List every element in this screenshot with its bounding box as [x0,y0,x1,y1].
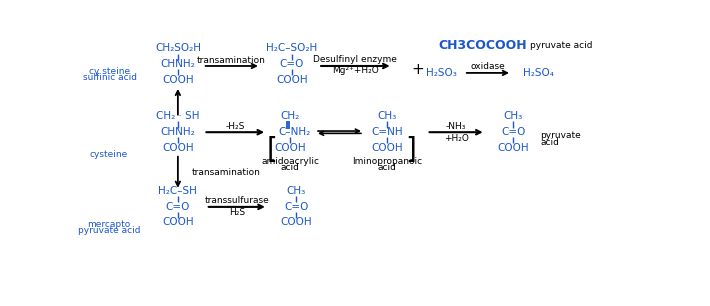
Text: CH3COCOOH: CH3COCOOH [438,39,527,52]
Text: CH₂ · SH: CH₂ · SH [156,111,200,121]
Text: H₂SO₃: H₂SO₃ [426,68,457,78]
Text: acid: acid [540,138,559,147]
Text: Mg²⁺+H₂O: Mg²⁺+H₂O [332,66,378,75]
Text: transamination: transamination [192,168,261,177]
Text: CH₃: CH₃ [504,111,523,121]
Text: COOH: COOH [280,217,312,227]
Text: C=O: C=O [501,127,525,137]
Text: oxidase: oxidase [471,62,506,71]
Text: sulfinic acid: sulfinic acid [82,73,137,82]
Text: CH₂: CH₂ [280,111,300,121]
Text: ]: ] [405,136,416,164]
Text: C=NH: C=NH [371,127,403,137]
Text: COOH: COOH [371,143,403,153]
Text: [: [ [266,136,277,164]
Text: H₂C–SH: H₂C–SH [158,186,197,196]
Text: cysteine: cysteine [89,150,127,159]
Text: mercapto: mercapto [87,220,131,229]
Text: ‑NH₃: ‑NH₃ [446,121,466,131]
Text: acid: acid [281,163,300,172]
Text: CHNH₂: CHNH₂ [160,127,195,137]
Text: COOH: COOH [498,143,529,153]
Text: C=O: C=O [280,59,304,69]
Text: transsulfurase: transsulfurase [204,196,269,205]
Text: CH₂SO₂H: CH₂SO₂H [155,43,201,53]
Text: amidoacrylic: amidoacrylic [261,157,320,166]
Text: H₂SO₄: H₂SO₄ [523,68,554,78]
Text: CH₃: CH₃ [287,186,306,196]
Text: H₂C–SO₂H: H₂C–SO₂H [266,43,317,53]
Text: COOH: COOH [162,143,194,153]
Text: H₂S: H₂S [229,208,245,217]
Text: pyruvate: pyruvate [540,131,581,140]
Text: CHNH₂: CHNH₂ [160,59,195,69]
Text: pyruvate acid: pyruvate acid [530,41,592,50]
Text: COOH: COOH [276,75,307,85]
Text: COOH: COOH [162,217,194,227]
Text: CH₃: CH₃ [378,111,397,121]
Text: C=O: C=O [284,202,309,212]
Text: ‑H₂S: ‑H₂S [226,121,245,131]
Text: transamination: transamination [197,56,266,65]
Text: COOH: COOH [162,75,194,85]
Text: C–NH₂: C–NH₂ [278,127,310,137]
Text: +H₂O: +H₂O [444,134,469,143]
Text: Iminopropanoic: Iminopropanoic [352,157,422,166]
Text: acid: acid [378,163,397,172]
Text: cy steine: cy steine [89,67,130,76]
Text: +: + [411,62,424,77]
Text: COOH: COOH [275,143,306,153]
Text: pyruvate acid: pyruvate acid [77,226,140,235]
Text: Desulfinyl enzyme: Desulfinyl enzyme [313,54,398,64]
Text: C=O: C=O [165,202,190,212]
